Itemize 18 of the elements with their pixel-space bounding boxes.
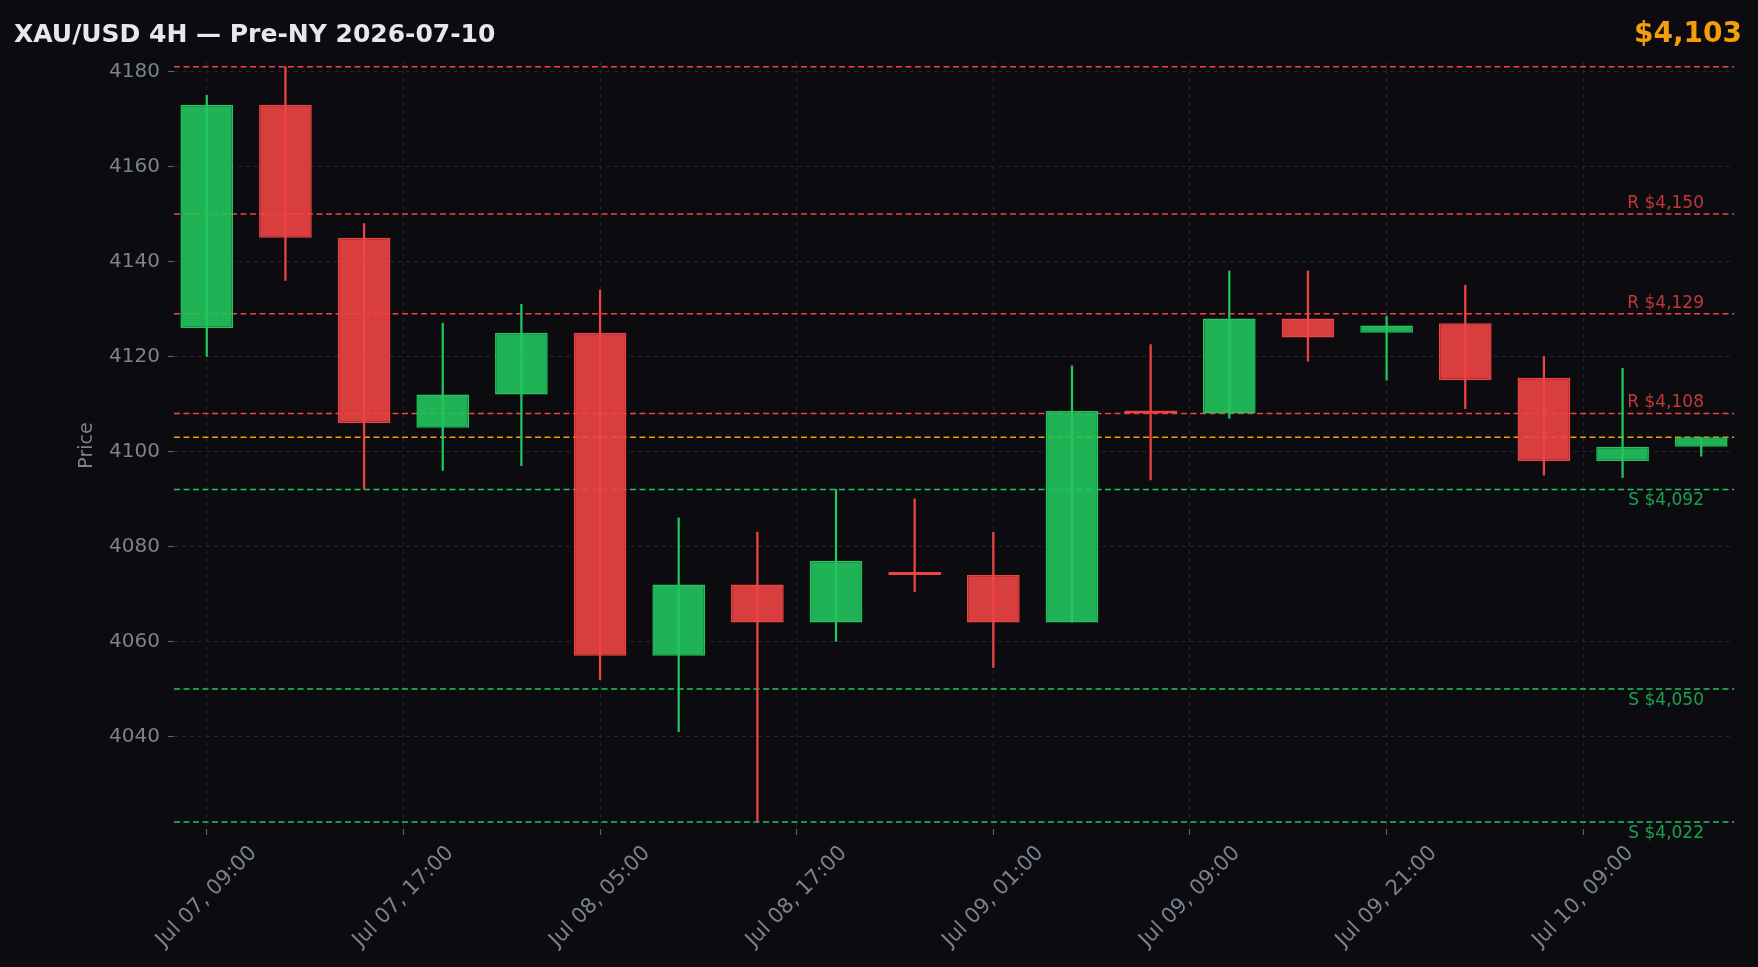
ref-line-label: S $4,050 <box>1628 688 1704 709</box>
y-axis-title: Price <box>73 422 96 469</box>
y-tick-label: 4040 <box>109 722 160 747</box>
ref-line-label: R $4,150 <box>1627 191 1704 212</box>
ref-line-label: R $4,108 <box>1627 391 1704 412</box>
ref-line-label: S $4,092 <box>1628 489 1704 510</box>
y-tick-label: 4160 <box>109 152 160 177</box>
y-tick-label: 4060 <box>109 627 160 652</box>
candlestick <box>1360 315 1413 381</box>
chart-title: XAU/USD 4H — Pre-NY 2026-07-10 <box>14 19 496 48</box>
text: $4,103 <box>1633 16 1742 49</box>
ref-line-label: S $4,022 <box>1628 821 1704 842</box>
y-tick-label: 4100 <box>109 437 160 462</box>
y-tick-label: 4180 <box>109 57 160 82</box>
y-tick-label: 4080 <box>109 532 160 557</box>
y-tick-label: 4140 <box>109 247 160 272</box>
y-tick-label: 4120 <box>109 342 160 367</box>
ref-line-label: R $4,129 <box>1627 291 1704 312</box>
